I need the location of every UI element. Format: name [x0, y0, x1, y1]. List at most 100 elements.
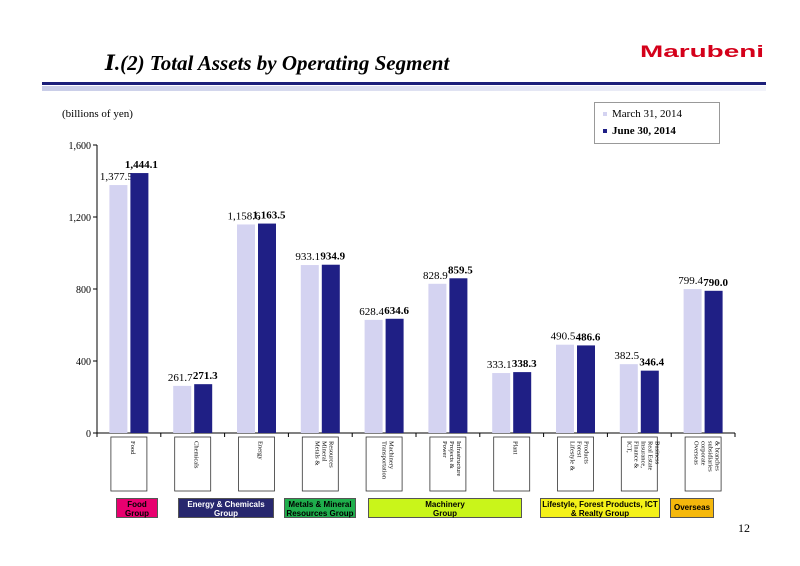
data-label-march: 628.4 — [359, 306, 384, 318]
y-tick-label: 1,600 — [69, 141, 92, 152]
title-rule-shadow — [42, 86, 766, 91]
category-label: Plant — [512, 441, 519, 455]
bar-june — [704, 290, 723, 433]
data-label-june: 346.4 — [639, 357, 664, 369]
data-label-march: 828.9 — [423, 270, 448, 282]
data-label-june: 790.0 — [703, 277, 728, 289]
data-label-june: 338.3 — [512, 358, 537, 370]
bar-march — [300, 265, 319, 433]
data-label-june: 859.5 — [448, 264, 473, 276]
category-label: Transportation — [381, 441, 388, 480]
category-box — [620, 436, 658, 492]
category-label: & branches — [714, 441, 721, 471]
group-lifestyle: Lifestyle, Forest Products, ICT & Realty … — [540, 498, 660, 518]
y-tick-label: 400 — [76, 357, 91, 368]
data-label-march: 933.1 — [295, 251, 320, 263]
category-label: Machinery — [388, 441, 395, 470]
data-label-june: 1,163.5 — [253, 210, 287, 222]
y-tick-label: 0 — [86, 429, 91, 440]
category-label: Food — [129, 441, 136, 455]
bar-march — [619, 364, 638, 433]
category-label: Products — [583, 441, 590, 464]
category-label: ICT, — [625, 441, 632, 453]
data-label-march: 799.4 — [678, 275, 703, 287]
chart-legend: March 31, 2014 June 30, 2014 — [594, 102, 720, 144]
data-label-june: 1,444.1 — [125, 159, 158, 171]
marubeni-logo: Marubeni — [640, 42, 764, 60]
legend-item-june: June 30, 2014 — [603, 125, 676, 137]
data-label-march: 382.5 — [614, 350, 639, 362]
y-tick-label: 800 — [76, 285, 91, 296]
category-label: Power — [441, 441, 448, 458]
y-tick-label: 1,200 — [69, 213, 92, 224]
category-box — [684, 436, 722, 492]
category-box — [429, 436, 467, 492]
bar-march — [237, 224, 255, 433]
data-label-march: 1,377.5 — [100, 171, 134, 183]
bar-march — [492, 373, 511, 433]
category-box — [110, 436, 148, 492]
bar-june — [130, 173, 149, 433]
category-label: Lifestyle & — [569, 441, 576, 471]
category-label: corporate — [700, 441, 707, 466]
category-label: Finance & — [632, 441, 639, 468]
group-energy-chemicals: Energy & Chemicals Group — [178, 498, 274, 518]
data-label-march: 261.7 — [168, 372, 193, 384]
bar-june — [640, 370, 659, 433]
data-label-march: 333.1 — [487, 359, 512, 371]
group-overseas: Overseas — [670, 498, 714, 518]
category-box — [493, 436, 531, 492]
category-label: Real Estate — [646, 441, 653, 471]
bar-june — [258, 223, 276, 433]
bar-june — [449, 278, 468, 433]
category-label: Projects & — [448, 441, 455, 469]
legend-label-march: March 31, 2014 — [612, 108, 682, 120]
category-label: Business — [653, 441, 660, 465]
bar-march — [556, 344, 574, 433]
bar-june — [194, 384, 213, 433]
group-machinery: Machinery Group — [368, 498, 522, 518]
category-box — [301, 436, 339, 492]
category-box — [238, 436, 275, 492]
page-title: Ⅰ.(2) Total Assets by Operating Segment — [105, 51, 450, 75]
unit-label: (billions of yen) — [62, 108, 133, 120]
category-label: Forest — [576, 441, 583, 457]
category-box — [174, 436, 212, 492]
category-box — [365, 436, 403, 492]
legend-swatch-june — [603, 129, 607, 133]
category-label: Mineral — [320, 441, 327, 462]
category-label: Energy — [257, 441, 264, 460]
bar-march — [364, 319, 383, 433]
bar-june — [577, 345, 595, 433]
category-label: Metals & — [313, 441, 320, 465]
bar-june — [385, 318, 404, 433]
data-label-june: 934.9 — [320, 251, 345, 263]
page-number: 12 — [738, 521, 750, 535]
bar-march — [683, 289, 702, 433]
data-label-march: 1,158.6 — [228, 210, 262, 222]
title-rule — [42, 82, 766, 85]
category-label: Infrastructure — [455, 441, 462, 476]
bar-june — [513, 372, 532, 433]
category-label: Overseas — [693, 441, 700, 465]
category-label: Insurance, — [639, 441, 646, 468]
bar-june — [321, 264, 340, 433]
bar-march — [173, 385, 192, 433]
category-label: Resources — [327, 441, 334, 468]
legend-label-june: June 30, 2014 — [612, 125, 676, 137]
legend-swatch-march — [603, 112, 607, 116]
bar-march — [428, 283, 447, 433]
legend-item-march: March 31, 2014 — [603, 108, 682, 120]
category-label: Chemicals — [193, 441, 200, 469]
data-label-june: 486.6 — [576, 331, 601, 343]
data-label-june: 634.6 — [384, 305, 409, 317]
data-label-june: 271.3 — [193, 370, 218, 382]
category-label: subsidiaries — [707, 441, 714, 472]
category-box — [557, 436, 594, 492]
svg-text:Marubeni: Marubeni — [640, 42, 764, 60]
group-metals: Metals & Mineral Resources Group — [284, 498, 356, 518]
data-label-march: 490.5 — [551, 331, 576, 343]
group-food: Food Group — [116, 498, 158, 518]
bar-march — [109, 185, 128, 433]
